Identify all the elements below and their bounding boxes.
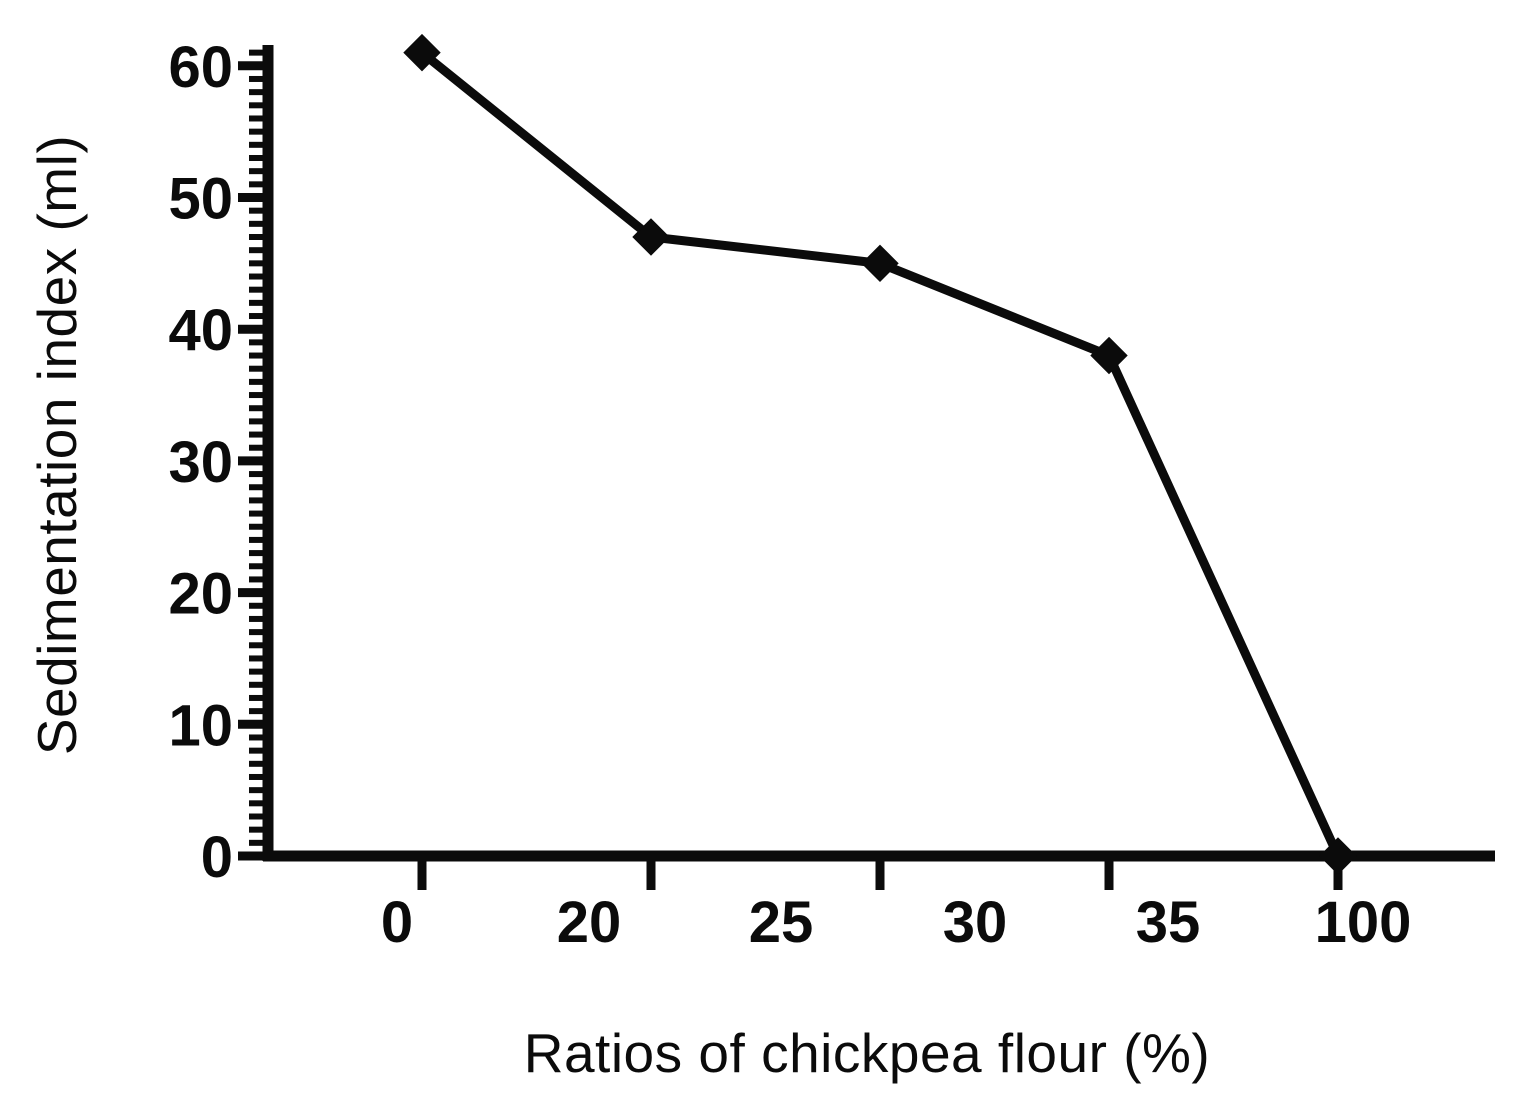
y-axis-title: Sedimentation index (ml) <box>26 134 88 756</box>
y-tick-label: 40 <box>168 298 233 363</box>
x-tick-label: 100 <box>1315 890 1412 955</box>
x-tick-label: 0 <box>381 890 413 955</box>
x-tick-label: 25 <box>749 890 814 955</box>
x-tick-label: 35 <box>1136 890 1201 955</box>
data-point-marker <box>1319 837 1357 875</box>
y-tick-label: 0 <box>201 825 233 890</box>
data-point-marker <box>632 218 670 256</box>
y-tick-label: 30 <box>168 430 233 495</box>
y-tick-label: 50 <box>168 167 233 232</box>
y-tick-label: 10 <box>168 693 233 758</box>
x-tick-label: 20 <box>557 890 622 955</box>
data-point-marker <box>403 33 441 72</box>
y-tick-label: 20 <box>168 562 233 627</box>
y-tick-label: 60 <box>168 35 233 100</box>
x-axis-title: Ratios of chickpea flour (%) <box>523 1022 1211 1084</box>
x-tick-label: 30 <box>943 890 1008 955</box>
data-point-marker <box>861 244 899 283</box>
data-point-marker <box>1090 336 1128 375</box>
data-series-line <box>419 49 1343 858</box>
